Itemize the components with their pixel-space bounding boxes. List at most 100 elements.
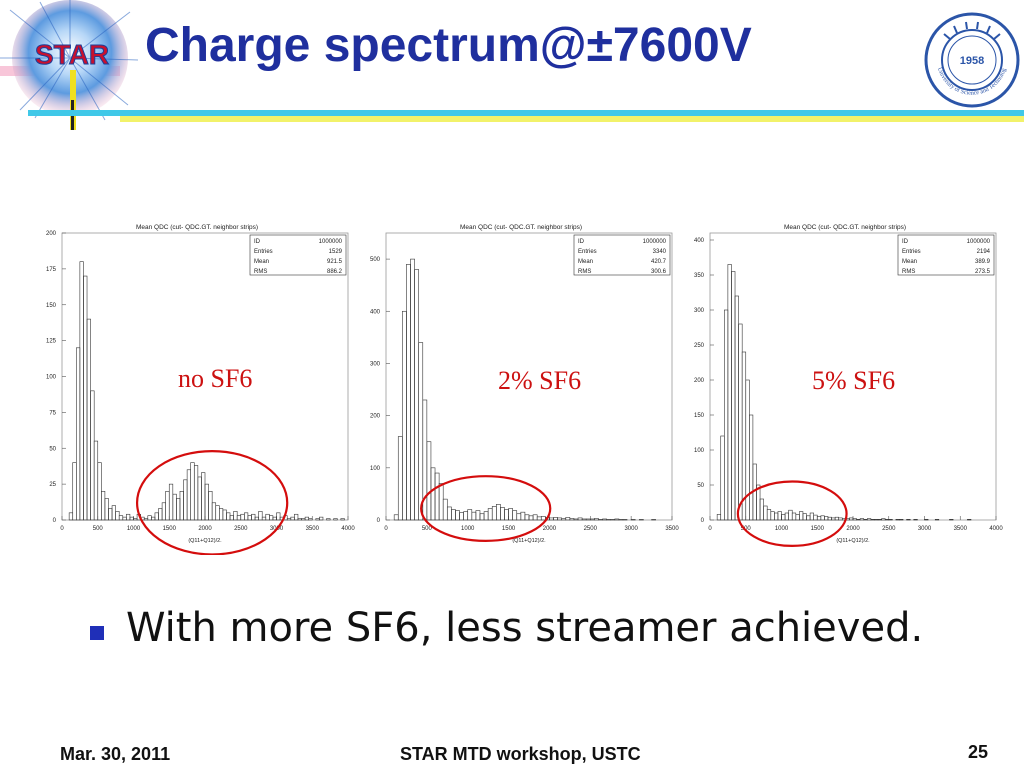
x-tick-label: 2500: [882, 526, 896, 532]
annotation-5pct-sf6: 5% SF6: [812, 366, 896, 395]
y-tick-label: 200: [46, 231, 57, 237]
histogram-bar: [899, 518, 904, 521]
y-tick-label: 0: [701, 518, 705, 524]
stats-value: 886.2: [327, 269, 343, 275]
highlight-ellipse: [135, 450, 289, 555]
stats-value: 3340: [653, 249, 667, 255]
stats-label: Mean: [578, 259, 593, 265]
plot-frame: [709, 232, 997, 521]
y-tick-label: 300: [370, 361, 381, 367]
stats-value: 273.5: [975, 269, 991, 275]
stats-box: [897, 234, 995, 276]
histogram-bar: [606, 519, 612, 521]
x-axis-label: (Q11+Q12)/2.: [512, 538, 546, 544]
y-tick-label: 175: [46, 267, 57, 273]
histogram-bar: [888, 518, 893, 521]
slide-title: Charge spectrum@±7600V: [145, 19, 752, 72]
stats-value: 1000000: [319, 239, 343, 245]
y-tick-label: 300: [694, 308, 705, 314]
y-tick-label: 100: [370, 466, 381, 472]
histogram-bar: [651, 519, 656, 521]
stats-value: 1000000: [967, 239, 991, 245]
stats-value: 300.6: [651, 269, 667, 275]
x-axis-label: (Q11+Q12)/2.: [188, 538, 222, 544]
histogram-bar: [610, 519, 616, 521]
stats-value: 389.9: [975, 259, 991, 265]
y-tick-label: 125: [46, 339, 57, 345]
star-logo-text: STAR: [35, 39, 109, 70]
stats-box: [573, 234, 671, 276]
plot-title: Mean QDC (cut- QDC.GT. neighbor strips): [136, 224, 258, 231]
histogram-bar: [598, 519, 603, 521]
footer-event: STAR MTD workshop, USTC: [400, 744, 641, 764]
y-tick-label: 25: [49, 482, 56, 488]
histogram-bar: [906, 518, 911, 521]
histogram-bar: [258, 511, 263, 521]
histogram-bar: [333, 518, 338, 521]
x-tick-label: 0: [60, 526, 64, 532]
stats-value: 1000000: [643, 239, 667, 245]
histogram-bar: [630, 519, 636, 521]
y-tick-label: 100: [46, 375, 57, 381]
x-tick-label: 1500: [811, 526, 825, 532]
stats-label: RMS: [254, 269, 267, 275]
histogram-bar: [924, 518, 929, 521]
stats-label: ID: [254, 239, 261, 245]
stats-label: Mean: [254, 259, 269, 265]
stats-label: ID: [902, 239, 909, 245]
x-tick-label: 4000: [341, 526, 355, 532]
stats-label: Mean: [902, 259, 917, 265]
plot-frame: [61, 232, 349, 521]
histogram-bar: [340, 518, 345, 521]
histogram-bar: [934, 518, 940, 521]
footer-date: Mar. 30, 2011: [60, 744, 171, 764]
stats-label: Entries: [902, 249, 921, 255]
highlight-ellipse: [420, 475, 552, 542]
x-tick-label: 3000: [918, 526, 932, 532]
histogram-bar: [967, 518, 972, 521]
y-tick-label: 75: [49, 410, 56, 416]
y-tick-label: 250: [694, 343, 705, 349]
stats-label: RMS: [902, 269, 915, 275]
stats-box: [249, 234, 347, 276]
y-tick-label: 400: [370, 309, 381, 315]
stats-value: 2194: [977, 249, 991, 255]
stats-label: RMS: [578, 269, 591, 275]
x-tick-label: 500: [741, 526, 752, 532]
x-tick-label: 500: [93, 526, 104, 532]
stats-value: 921.5: [327, 259, 343, 265]
y-tick-label: 200: [370, 414, 381, 420]
x-tick-label: 1500: [502, 526, 516, 532]
x-tick-label: 3500: [665, 526, 679, 532]
y-tick-label: 350: [694, 273, 705, 279]
annotation-2pct-sf6: 2% SF6: [498, 366, 582, 395]
histogram-bar: [319, 516, 324, 521]
x-tick-label: 3500: [954, 526, 968, 532]
y-tick-label: 0: [53, 518, 57, 524]
x-tick-label: 2000: [198, 526, 212, 532]
histogram-bar: [913, 518, 918, 521]
x-tick-label: 2000: [543, 526, 557, 532]
histogram-bar: [618, 519, 624, 521]
x-axis-label: (Q11+Q12)/2.: [836, 538, 870, 544]
histogram-panel-5pct-sf6: Mean QDC (cut- QDC.GT. neighbor strips) 0…: [680, 215, 1005, 555]
x-tick-label: 1000: [461, 526, 475, 532]
histogram-bar: [949, 518, 954, 521]
histogram-bar: [294, 513, 299, 521]
x-tick-label: 1000: [127, 526, 141, 532]
title-rule-yellow: [120, 116, 1024, 122]
y-tick-label: 200: [694, 378, 705, 384]
x-tick-label: 4000: [989, 526, 1003, 532]
histogram-bar: [622, 519, 628, 521]
stats-label: Entries: [578, 249, 597, 255]
stats-label: Entries: [254, 249, 273, 255]
x-tick-label: 3500: [306, 526, 320, 532]
stats-value: 420.7: [651, 259, 667, 265]
histogram-panel-no-sf6: Mean QDC (cut- QDC.GT. neighbor strips) 0…: [32, 215, 357, 555]
y-tick-label: 150: [46, 303, 57, 309]
y-tick-label: 50: [697, 483, 704, 489]
x-tick-label: 2000: [846, 526, 860, 532]
highlight-ellipse: [736, 480, 848, 548]
bullet-text: With more SF6, less streamer achieved.: [126, 605, 924, 651]
y-tick-label: 50: [49, 446, 56, 452]
